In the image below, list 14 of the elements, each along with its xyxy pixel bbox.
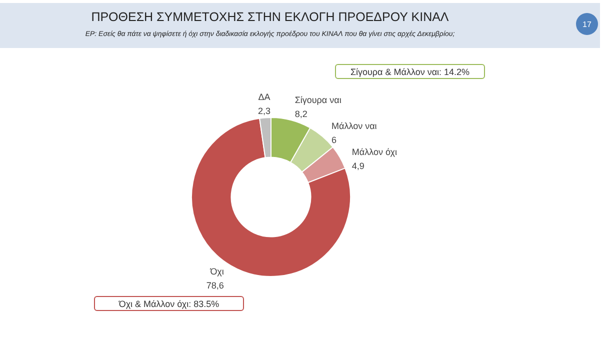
slice-label: Μάλλον όχι [352,147,397,158]
slice-label: Σίγουρα ναι [294,95,342,106]
slice-label: ΔΑ [258,92,270,102]
data-label: 6 [332,135,337,146]
data-label: 8,2 [294,109,308,120]
data-label: 2,3 [258,106,271,116]
text: Όχι & Μάλλον όχι: 83.5% [94,296,244,311]
slice-label: Μάλλον ναι [332,121,377,132]
chart-title: ΠΡΟΘΕΣΗ ΣΥΜΜΕΤΟΧΗΣ ΣΤΗΝ ΕΚΛΟΓΗ ΠΡΟΕΔΡΟΥ ΚΙΝΑΛ [90,10,450,24]
slice-label: Όχι [209,266,224,276]
text: 17 [576,13,598,35]
data-label: 4,9 [352,161,364,172]
data-label: 78,6 [206,280,224,290]
text: Σίγουρα & Μάλλον ναι: 14.2% [335,64,485,79]
